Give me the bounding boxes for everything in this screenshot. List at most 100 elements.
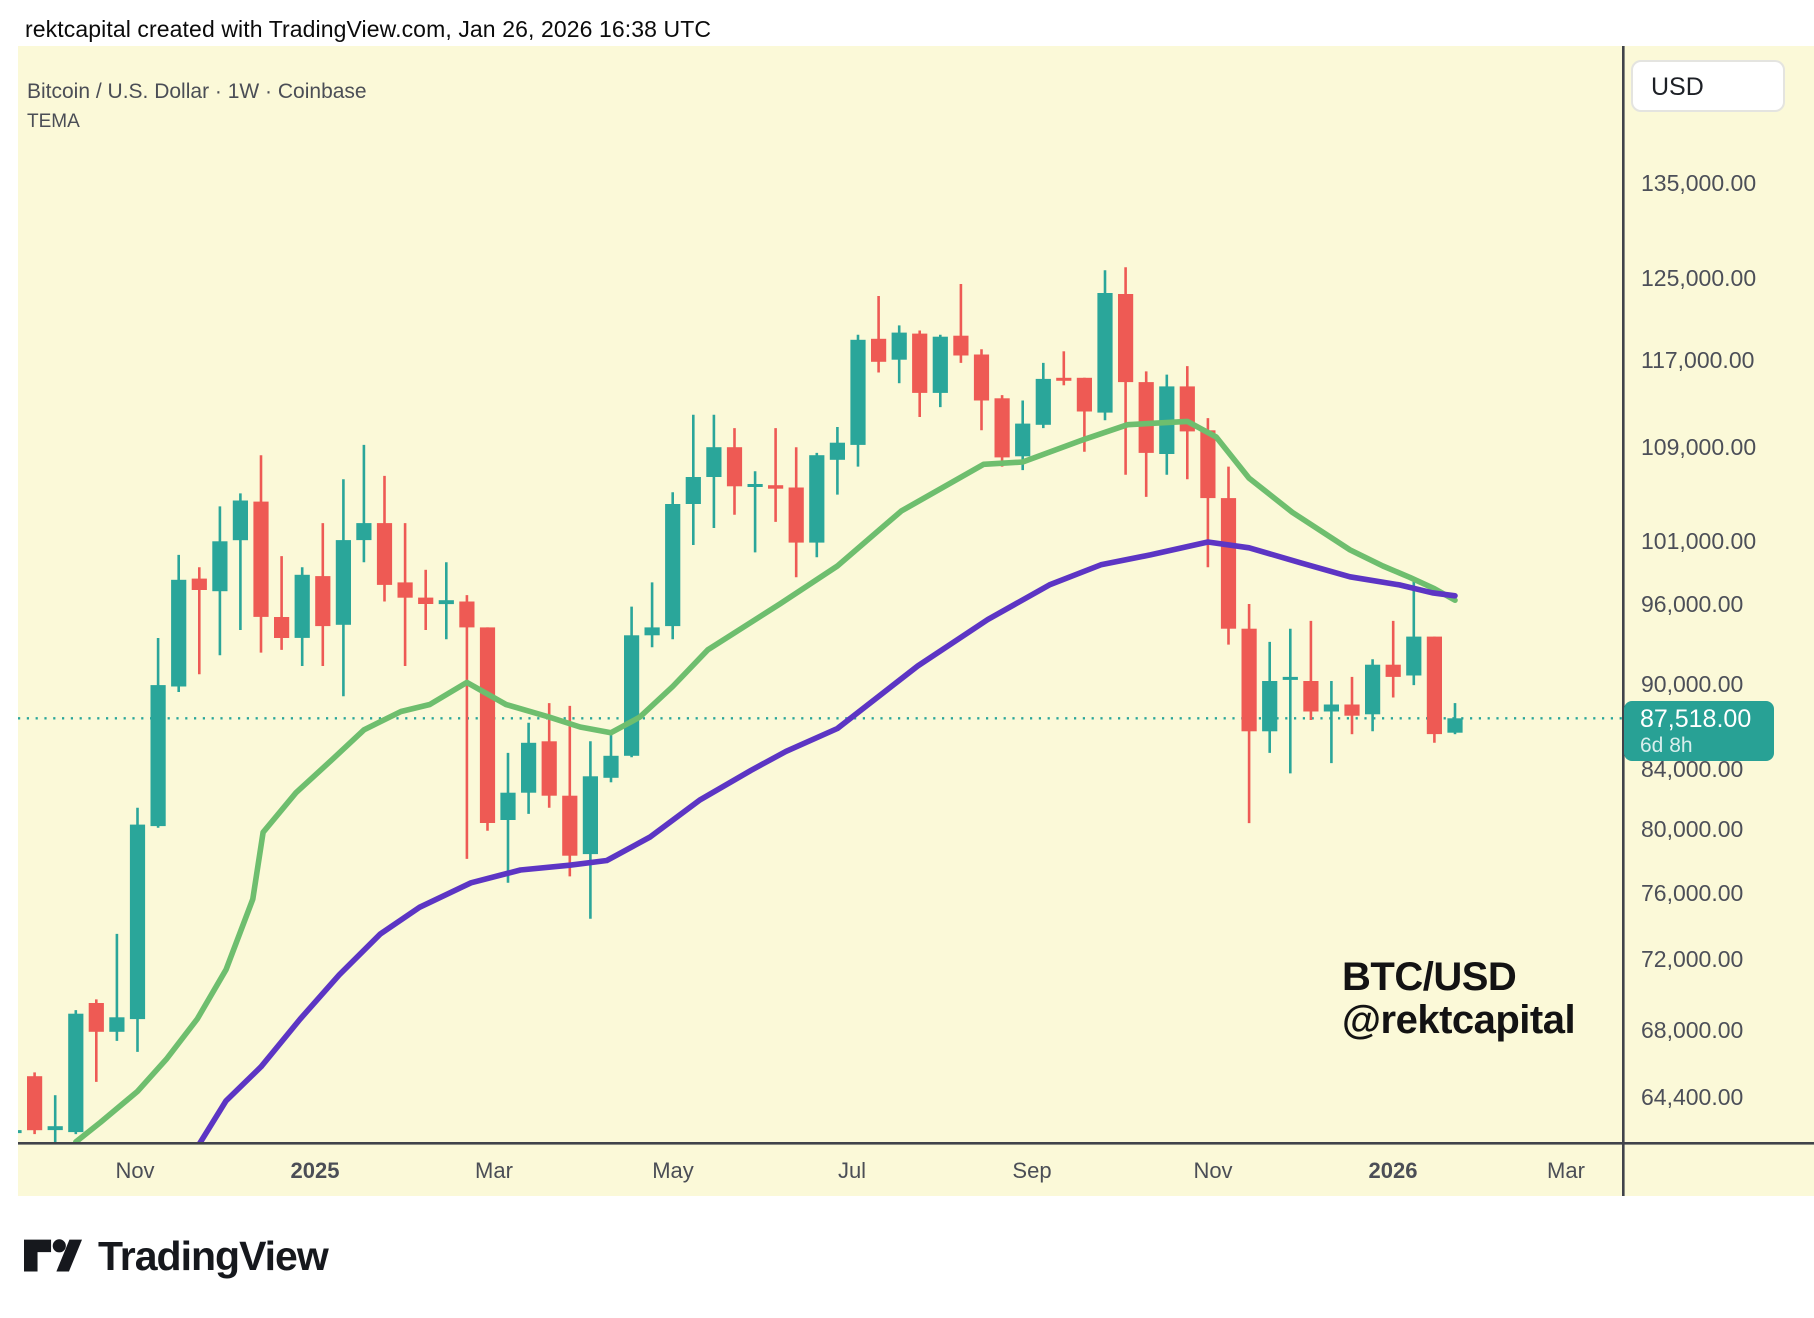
price-axis-label: 90,000.00 [1641,670,1744,697]
candle[interactable] [603,732,619,783]
candle[interactable] [891,325,907,384]
candle[interactable] [1118,267,1134,475]
candle[interactable] [479,627,496,831]
candle[interactable] [1262,641,1278,753]
candle[interactable] [315,523,331,666]
candle[interactable] [994,395,1010,467]
candle[interactable] [27,1072,43,1135]
candle[interactable] [459,595,475,859]
price-axis-label: 101,000.00 [1641,528,1757,555]
tema-line-green [73,418,1458,1142]
candle[interactable] [212,506,228,656]
candle[interactable] [871,296,887,373]
tradingview-logo[interactable]: TradingView [24,1232,329,1279]
candle[interactable] [747,471,763,553]
candle[interactable] [109,933,125,1041]
candle[interactable] [1385,620,1401,698]
candle[interactable] [171,554,187,692]
price-axis-label: 117,000.00 [1641,346,1755,373]
tema-line-purple [197,539,1458,1142]
attribution-bar: rektcapital created with TradingView.com… [0,0,1814,46]
price-axis-label: 135,000.00 [1641,170,1757,196]
candle[interactable] [1241,604,1257,824]
candle[interactable] [562,705,578,877]
candle[interactable] [253,455,269,653]
candle[interactable] [1344,676,1360,735]
candle[interactable] [1056,351,1072,386]
candle[interactable] [294,567,310,666]
candle[interactable] [356,444,372,563]
time-axis-line [18,1142,1814,1145]
candle[interactable] [624,606,640,758]
candle[interactable] [1220,466,1237,645]
price-axis-label: 109,000.00 [1641,434,1757,461]
candle[interactable] [1323,681,1339,764]
candle[interactable] [706,414,722,528]
candle[interactable] [1303,620,1319,720]
time-axis-label: Jul [837,1158,867,1183]
candle[interactable] [6,1095,22,1136]
watermark-handle: @rektcapital [1342,998,1576,1042]
candle[interactable] [953,284,969,363]
candle[interactable] [47,1095,63,1144]
candle[interactable] [88,999,104,1082]
candle[interactable] [150,638,166,828]
candle[interactable] [68,1010,84,1135]
tradingview-logo-text: TradingView [98,1232,329,1279]
currency-button-label: USD [1651,73,1704,101]
candle[interactable] [335,479,351,697]
candle[interactable] [1365,659,1381,732]
candle[interactable] [685,414,701,545]
last-price-value: 87,518.00 [1640,705,1752,734]
candle[interactable] [376,475,393,602]
time-axis-label: 2025 [290,1158,340,1183]
candle[interactable] [665,492,681,640]
candle[interactable] [418,569,434,630]
time-axis-label: 2026 [1368,1158,1418,1183]
candle[interactable] [973,349,990,431]
watermark-symbol: BTC/USD [1342,955,1517,999]
candle[interactable] [1015,400,1031,471]
price-axis-label: 76,000.00 [1641,879,1744,906]
candle[interactable] [850,334,866,467]
candle[interactable] [829,427,845,495]
time-axis-label: May [652,1158,694,1183]
tradingview-logo-icon [24,1239,82,1272]
candle[interactable] [500,752,516,883]
candle[interactable] [1447,703,1463,735]
candle[interactable] [438,562,454,640]
candle[interactable] [726,428,743,515]
candle[interactable] [521,722,537,814]
candle[interactable] [932,334,948,408]
candle[interactable] [397,523,413,666]
candle[interactable] [129,807,146,1052]
time-axis-label: Nov [115,1158,155,1183]
currency-button[interactable]: USD [1631,60,1785,112]
candle[interactable] [274,556,290,650]
candle[interactable] [1097,270,1113,421]
price-axis-label: 68,000.00 [1641,1016,1744,1043]
candle[interactable] [1406,581,1422,686]
candle[interactable] [191,567,207,675]
candle[interactable] [1426,636,1442,743]
candle[interactable] [1282,628,1298,774]
candle[interactable] [232,493,248,630]
candle[interactable] [768,428,784,522]
time-axis-label: Mar [1547,1158,1585,1183]
candle[interactable] [809,452,825,558]
price-axis-label: 64,400.00 [1641,1084,1744,1111]
watermark: BTC/USD @rektcapital [1342,955,1576,1042]
candle[interactable] [582,741,598,919]
candle[interactable] [1138,371,1154,497]
candle[interactable] [541,703,557,808]
candle[interactable] [788,447,804,578]
symbol-title: Bitcoin / U.S. Dollar · 1W · Coinbase [27,80,367,103]
price-axis-label: 72,000.00 [1641,946,1744,973]
candle[interactable] [644,582,660,648]
candle[interactable] [912,330,928,418]
price-axis-line [1622,46,1625,1196]
candle[interactable] [1035,362,1051,429]
bar-countdown: 6d 8h [1640,734,1693,758]
